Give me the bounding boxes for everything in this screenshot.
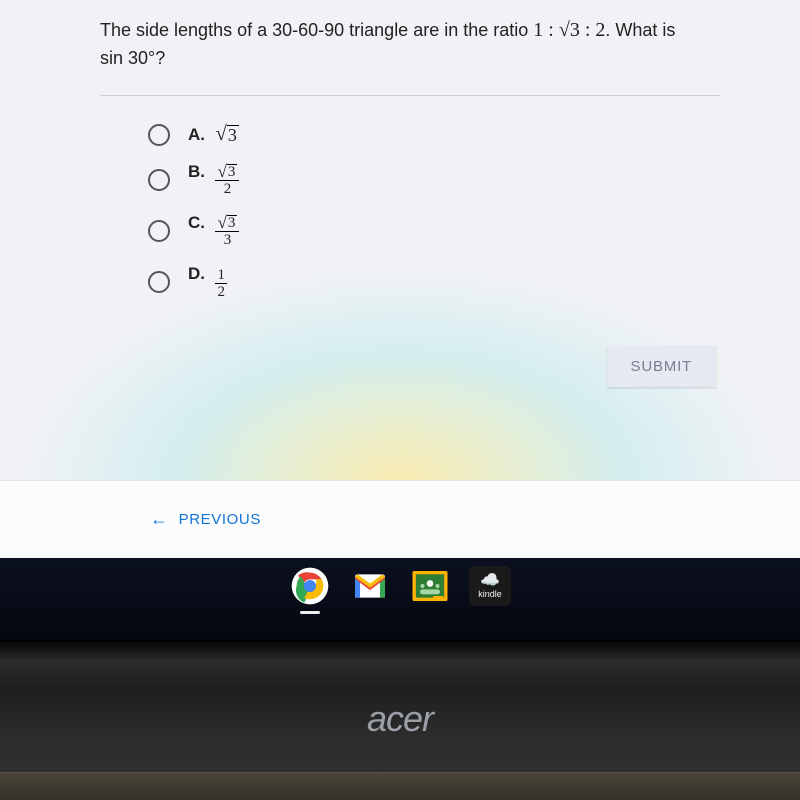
option-b-label: B. [188, 162, 205, 181]
option-d-label: D. [188, 264, 205, 283]
active-indicator [300, 611, 320, 614]
options-list: A. √3 B. √3 2 [100, 124, 720, 300]
option-c-label: C. [188, 213, 205, 232]
previous-button[interactable]: ← PREVIOUS [150, 509, 261, 530]
previous-label: PREVIOUS [179, 511, 261, 528]
cloud-icon: ☁️ [480, 573, 500, 589]
option-b[interactable]: B. √3 2 [148, 162, 720, 197]
option-d-math: 1 2 [215, 268, 227, 300]
taskbar: ☁️ kindle [0, 558, 800, 640]
arrow-left-icon: ← [150, 509, 169, 530]
option-a[interactable]: A. √3 [148, 124, 720, 146]
radio-a[interactable] [148, 124, 170, 146]
table-edge [0, 772, 800, 800]
option-d[interactable]: D. 1 2 [148, 264, 720, 300]
radio-d[interactable] [148, 271, 170, 293]
submit-button[interactable]: SUBMIT [607, 346, 716, 387]
laptop-brand: acer [367, 698, 433, 740]
quiz-content: The side lengths of a 30-60-90 triangle … [0, 0, 800, 387]
option-c-math: √3 3 [215, 215, 239, 248]
question-text: The side lengths of a 30-60-90 triangle … [100, 16, 720, 71]
screen-area: The side lengths of a 30-60-90 triangle … [0, 0, 800, 640]
gmail-icon[interactable] [348, 564, 392, 608]
laptop-body: acer [0, 640, 800, 800]
submit-wrap: SUBMIT [100, 346, 720, 387]
nav-band: ← PREVIOUS [0, 480, 800, 558]
radio-b[interactable] [148, 169, 170, 191]
kindle-icon[interactable]: ☁️ kindle [468, 564, 512, 608]
option-a-math: √3 [215, 125, 238, 144]
option-c[interactable]: C. √3 3 [148, 213, 720, 248]
option-b-math: √3 2 [215, 164, 239, 197]
question-tail: . What is [605, 20, 675, 40]
option-a-label: A. [188, 125, 205, 144]
kindle-label: kindle [478, 589, 502, 599]
question-line2: sin 30°? [100, 48, 165, 68]
question-divider [100, 95, 720, 96]
question-line1: The side lengths of a 30-60-90 triangle … [100, 20, 528, 40]
question-ratio: 1 : √3 : 2 [533, 19, 605, 41]
radio-c[interactable] [148, 220, 170, 242]
chrome-icon[interactable] [288, 564, 332, 608]
google-classroom-icon[interactable] [408, 564, 452, 608]
